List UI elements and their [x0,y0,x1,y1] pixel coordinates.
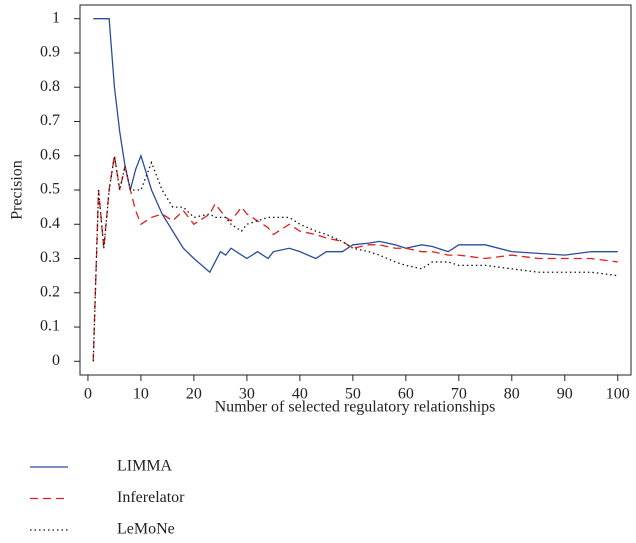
x-tick-label: 80 [504,386,520,403]
x-tick-label: 0 [84,386,92,403]
plot-frame [79,4,632,376]
x-tick-label: 30 [239,386,255,403]
y-tick-label: 0.3 [40,249,60,266]
y-tick-label: 1 [52,9,60,26]
y-tick-label: 0 [52,352,60,369]
y-tick-label: 0.4 [40,215,60,232]
x-tick-label: 40 [292,386,308,403]
y-tick-label: 0.6 [40,146,60,163]
x-tick-label: 10 [133,386,149,403]
series-line [93,18,618,274]
y-tick-label: 0.8 [40,78,60,95]
x-tick-label: 60 [398,386,414,403]
series-line [92,155,618,362]
y-tick-label: 0.9 [40,44,60,61]
series-line [92,155,618,362]
x-tick-label: 50 [345,386,361,403]
y-tick-label: 0.5 [40,181,60,198]
y-axis-label: Precision [9,160,26,220]
legend-label: Inferelator [117,489,185,506]
legend-label: LeMoNe [117,521,175,538]
x-tick-label: 100 [606,386,630,403]
x-axis-label: Number of selected regulatory relationsh… [215,399,496,416]
y-tick-label: 0.1 [40,318,60,335]
x-tick-label: 20 [186,386,202,403]
legend-label: LIMMA [117,458,173,475]
x-tick-label: 90 [557,386,573,403]
y-tick-label: 0.7 [40,112,60,129]
y-tick-label: 0.2 [40,283,60,300]
x-tick-label: 70 [451,386,467,403]
